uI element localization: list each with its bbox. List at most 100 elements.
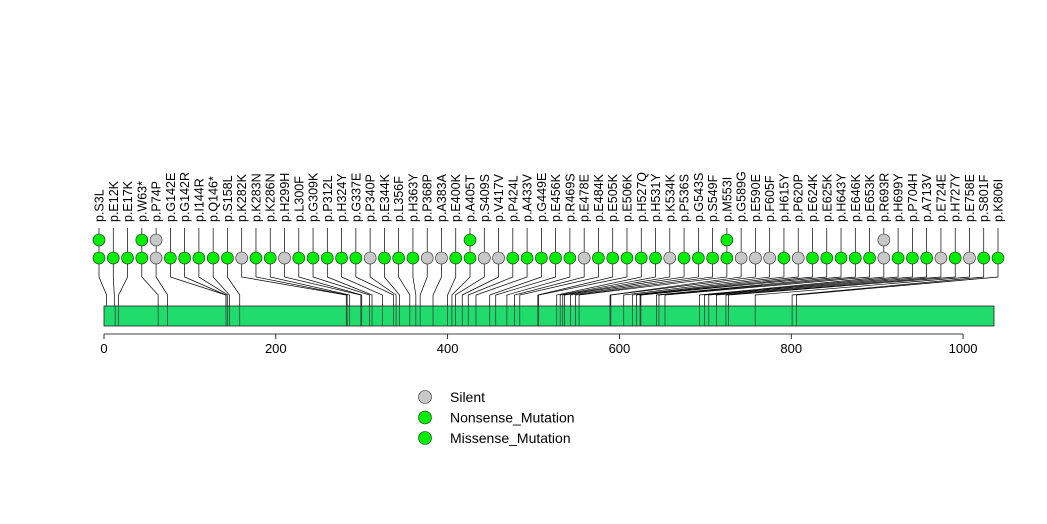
connector-line (623, 258, 771, 306)
mutation-marker (449, 251, 463, 265)
mutation-label: p.E590E (749, 174, 763, 222)
connector-line (475, 258, 528, 306)
connector-line (708, 258, 913, 306)
connector-line (658, 258, 856, 306)
mutation-marker (278, 251, 291, 265)
mutation-marker (121, 251, 134, 265)
connector-line (725, 258, 942, 306)
mutation-marker (877, 233, 891, 247)
mutation-label: p.E456K (549, 173, 563, 222)
mutation-label: p.K534K (663, 173, 677, 222)
mutation-marker (206, 251, 220, 265)
mutation-label: p.E478E (578, 174, 592, 222)
mutation-label: p.S3L (93, 189, 107, 222)
mutation-marker (592, 251, 605, 265)
connector-line (538, 258, 628, 306)
connector-line (355, 258, 394, 306)
mutation-marker (720, 233, 734, 247)
mutation-label: p.S549F (706, 174, 720, 222)
connector-line (198, 258, 229, 306)
mutation-marker (963, 251, 976, 265)
mutation-label: p.W63* (135, 181, 149, 222)
mutation-marker (763, 251, 776, 265)
mutation-label: p.G589G (735, 171, 749, 222)
mutation-label: p.P424L (506, 175, 520, 222)
mutation-marker (249, 251, 263, 265)
mutation-marker (235, 251, 248, 265)
connector-line (575, 258, 713, 306)
mutation-marker (363, 251, 377, 265)
axis-tick-label: 200 (265, 341, 287, 356)
connector-line (664, 258, 870, 306)
mutation-marker (977, 251, 991, 265)
mutation-label: p.M553I (720, 177, 734, 222)
legend-label: Silent (450, 389, 485, 405)
mutation-label: p.E758E (963, 174, 977, 222)
mutation-label: p.A405T (464, 174, 478, 222)
connector-line (455, 258, 485, 306)
mutation-label: p.E624K (806, 173, 820, 222)
mutation-marker (891, 251, 905, 265)
axis-tick-label: 1000 (949, 341, 978, 356)
mutation-label: p.L356F (392, 176, 406, 222)
mutation-marker (934, 251, 948, 265)
connector-line (461, 258, 499, 306)
connector-line (284, 258, 362, 306)
connector-line (98, 240, 107, 306)
mutation-marker (920, 251, 933, 265)
mutation-label: p.H324Y (335, 173, 349, 222)
mutation-marker (777, 251, 791, 265)
mutation-marker (863, 251, 876, 265)
connector-line (269, 258, 351, 306)
connector-line (312, 258, 370, 306)
mutation-label: p.P74P (150, 181, 164, 222)
connector-line (514, 258, 585, 306)
mutation-marker (991, 251, 1005, 265)
mutation-label: p.A433V (521, 173, 535, 222)
axis-tick-label: 400 (437, 341, 459, 356)
axis-tick-label: 600 (609, 341, 631, 356)
mutation-marker (192, 251, 206, 265)
connector-line (537, 258, 614, 306)
connector-line (489, 258, 542, 306)
mutation-marker (378, 251, 391, 265)
mutation-marker (92, 233, 106, 247)
mutation-marker (820, 251, 834, 265)
mutation-label: p.R693R (877, 173, 891, 222)
mutation-marker (692, 251, 705, 265)
connector-line (432, 258, 442, 306)
axis-tick-label: 0 (100, 341, 107, 356)
connector-line (341, 258, 383, 306)
mutation-marker (791, 251, 805, 265)
connector-line (636, 258, 799, 306)
mutation-marker (406, 251, 420, 265)
mutation-label: p.E344K (378, 173, 392, 222)
mutation-marker (392, 251, 405, 265)
mutation-label: p.G337E (349, 173, 363, 222)
mutation-marker (463, 233, 477, 247)
mutation-label: p.E12K (107, 180, 121, 222)
mutation-label: p.A713V (920, 173, 934, 222)
connector-line (556, 258, 642, 306)
mutation-label: p.L300F (292, 176, 306, 222)
connector-line (141, 240, 159, 306)
mutation-label: p.E646K (849, 173, 863, 222)
mutation-label: p.E484K (592, 173, 606, 222)
mutation-label: p.K286N (264, 173, 278, 222)
mutation-label: p.S158L (221, 175, 235, 222)
mutation-label: p.I144R (192, 178, 206, 222)
mutation-label: p.E506K (620, 173, 634, 222)
connector-line (241, 258, 347, 306)
mutation-label: p.V417V (492, 173, 506, 222)
mutation-marker (563, 251, 577, 265)
connector-line (451, 240, 471, 306)
connector-line (112, 258, 115, 306)
mutation-marker (849, 251, 862, 265)
mutation-markers (92, 233, 1005, 265)
mutation-marker (106, 251, 120, 265)
mutation-marker (634, 251, 648, 265)
mutation-label: p.E400K (449, 173, 463, 222)
mutation-label: p.K806I (992, 179, 1006, 222)
mutation-label: p.E625K (820, 173, 834, 222)
mutation-marker (577, 251, 591, 265)
